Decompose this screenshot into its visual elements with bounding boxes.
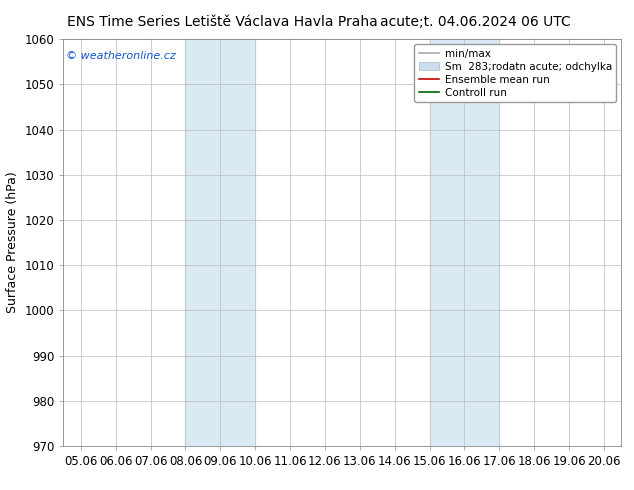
Legend: min/max, Sm  283;rodatn acute; odchylka, Ensemble mean run, Controll run: min/max, Sm 283;rodatn acute; odchylka, … bbox=[415, 45, 616, 102]
Y-axis label: Surface Pressure (hPa): Surface Pressure (hPa) bbox=[6, 172, 19, 314]
Text: © weatheronline.cz: © weatheronline.cz bbox=[66, 51, 176, 61]
Bar bbox=[185, 39, 255, 446]
Text: ENS Time Series Letiště Václava Havla Praha: ENS Time Series Letiště Václava Havla Pr… bbox=[67, 15, 377, 29]
Bar bbox=[429, 39, 500, 446]
Text: acute;t. 04.06.2024 06 UTC: acute;t. 04.06.2024 06 UTC bbox=[380, 15, 571, 29]
